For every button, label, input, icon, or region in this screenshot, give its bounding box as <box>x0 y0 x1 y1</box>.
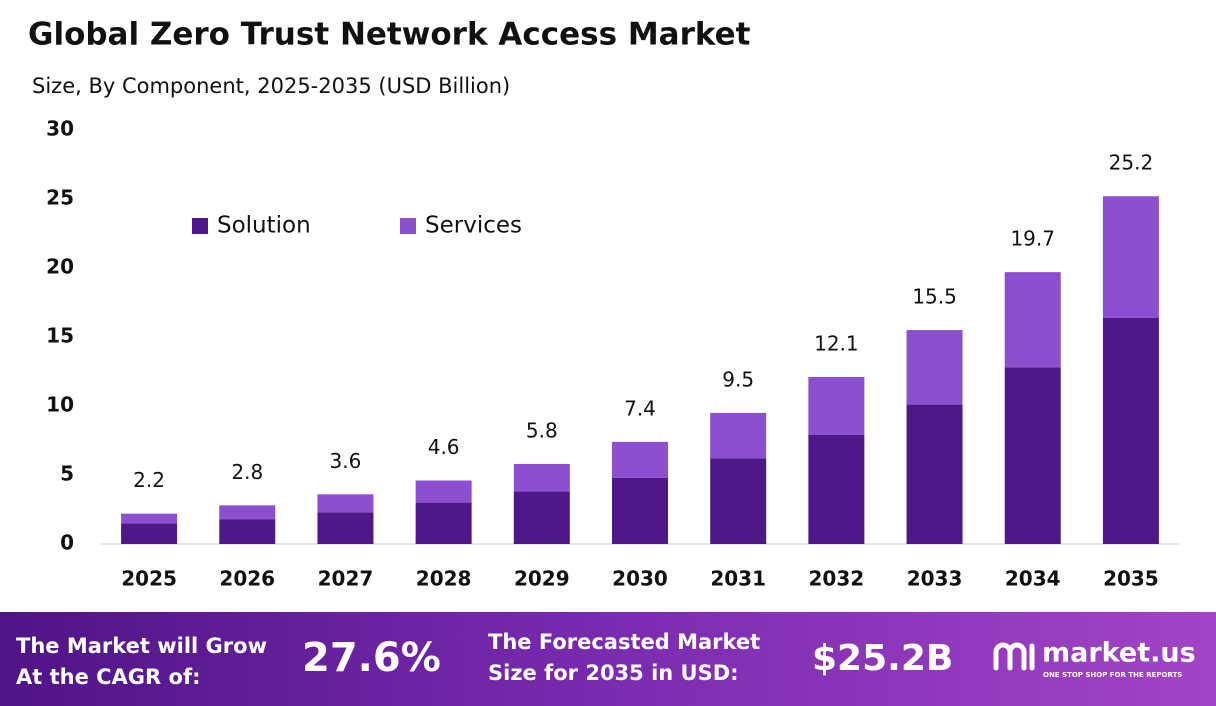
bar-segment <box>612 477 668 544</box>
x-tick-label: 2033 <box>907 567 963 591</box>
bar-segment <box>415 480 472 503</box>
chart-subtitle: Size, By Component, 2025-2035 (USD Billi… <box>32 74 510 98</box>
brand-tagline: ONE STOP SHOP FOR THE REPORTS <box>1043 671 1182 679</box>
x-tick-label: 2035 <box>1103 567 1159 591</box>
total-label: 15.5 <box>912 285 957 309</box>
bar-segment <box>121 523 178 544</box>
bar-segment <box>710 458 767 544</box>
y-tick-label: 10 <box>46 393 74 417</box>
bar-segment <box>415 502 472 544</box>
x-tick-label: 2031 <box>710 567 766 591</box>
total-label: 5.8 <box>526 418 558 442</box>
bar-segment <box>1004 272 1061 368</box>
bar-segment <box>808 434 865 544</box>
y-tick-label: 0 <box>60 531 74 555</box>
x-tick-label: 2029 <box>514 567 570 591</box>
total-label: 3.6 <box>330 449 362 473</box>
total-label: 2.2 <box>133 468 165 492</box>
x-tick-label: 2034 <box>1005 567 1061 591</box>
bar-segment <box>710 412 767 459</box>
x-tick-label: 2030 <box>612 567 668 591</box>
y-tick-label: 15 <box>46 324 74 348</box>
bar-segment <box>513 491 570 544</box>
footer-cagr-text: At the CAGR of: <box>16 665 201 689</box>
x-tick-label: 2027 <box>318 567 374 591</box>
y-tick-label: 20 <box>46 255 74 279</box>
y-tick-label: 5 <box>60 462 74 486</box>
legend-swatch <box>400 218 416 234</box>
bar-segment <box>317 512 374 544</box>
bar-segment <box>808 377 865 435</box>
bar-segment <box>219 505 276 520</box>
bar-segment <box>121 513 178 524</box>
footer-cagr-text: The Market will Grow <box>16 634 267 658</box>
y-tick-label: 25 <box>46 186 74 210</box>
total-label: 9.5 <box>722 367 754 391</box>
footer-cagr-value: 27.6% <box>302 635 441 681</box>
bar-segment <box>513 463 570 492</box>
chart-title: Global Zero Trust Network Access Market <box>28 17 751 53</box>
footer-forecast-value: $25.2B <box>812 638 953 679</box>
total-label: 25.2 <box>1109 151 1154 175</box>
x-tick-label: 2026 <box>219 567 275 591</box>
x-tick-label: 2025 <box>121 567 177 591</box>
legend-label: Services <box>425 213 522 239</box>
brand-logo <box>993 642 1035 671</box>
bar-segment <box>906 330 963 405</box>
bar-segment <box>906 404 963 544</box>
y-tick-label: 30 <box>46 117 74 141</box>
brand-name: market.us <box>1042 638 1196 669</box>
total-label: 2.8 <box>231 460 263 484</box>
footer-forecast-text: Size for 2035 in USD: <box>488 661 739 685</box>
total-label: 19.7 <box>1010 227 1055 251</box>
total-label: 4.6 <box>428 435 460 459</box>
total-label: 12.1 <box>814 332 859 356</box>
bar-segment <box>1004 367 1061 544</box>
bar-segment <box>219 519 276 544</box>
bar-segment <box>317 494 374 513</box>
footer-forecast-text: The Forecasted Market <box>488 630 760 654</box>
total-label: 7.4 <box>624 396 656 420</box>
bar-segment <box>1102 196 1159 318</box>
x-tick-label: 2032 <box>809 567 865 591</box>
bar-segment <box>612 441 668 478</box>
legend-swatch <box>192 218 208 234</box>
bar-segment <box>1102 317 1159 544</box>
footer-band <box>0 612 1216 706</box>
x-tick-label: 2028 <box>416 567 472 591</box>
legend-label: Solution <box>217 213 311 239</box>
